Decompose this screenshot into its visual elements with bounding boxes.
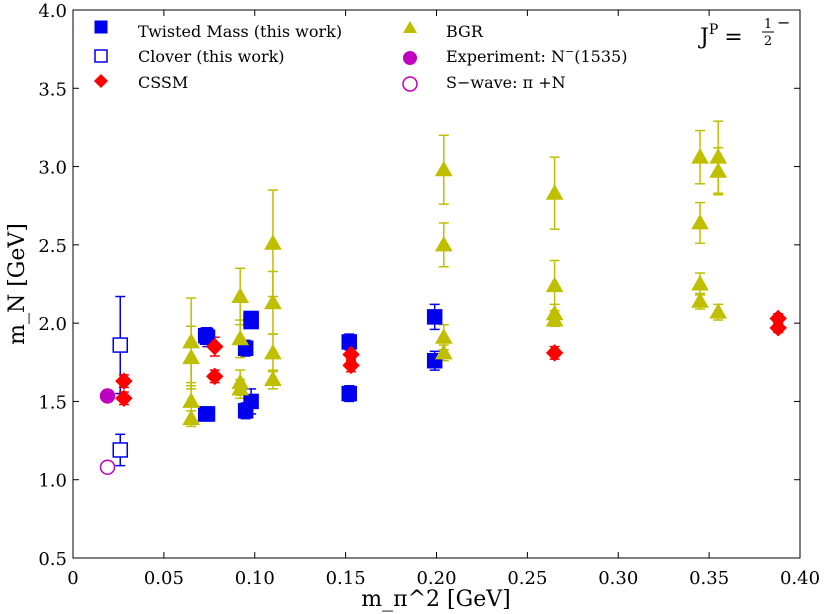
series-3-triangle-marker xyxy=(691,274,709,291)
series-3-triangle-marker xyxy=(434,235,453,252)
annotation-frac-num: 1 xyxy=(764,17,772,32)
x-tick-label: 0.20 xyxy=(416,568,456,589)
x-tick-label: 0.30 xyxy=(598,568,638,589)
y-axis-label-text: m_N [GeV] xyxy=(5,223,30,345)
series-0-square-marker xyxy=(341,334,358,350)
series-3-triangle-marker xyxy=(434,343,453,360)
legend-label-clover: Clover (this work) xyxy=(138,47,285,66)
series-3-triangle-marker xyxy=(545,276,564,293)
legend-label-cssm: CSSM xyxy=(138,73,188,92)
legend-label-s-wave: S−wave: π +N xyxy=(446,73,566,92)
series-3-triangle-marker xyxy=(709,162,728,178)
series-0-square-marker xyxy=(199,329,216,345)
series-2-diamond-marker xyxy=(206,337,224,356)
series-3-triangle-marker xyxy=(231,379,250,396)
series-3-triangle-marker xyxy=(231,329,250,346)
y-tick-label: 0.5 xyxy=(38,549,67,570)
annotation-jp: JP = xyxy=(698,22,743,50)
ticks-layer: 0 0.05 0.10 0.15 0.20 0.25 0.30 0.35 0.40 0.5 1.0 1… xyxy=(38,1,820,589)
series-2-diamond-marker xyxy=(115,389,133,408)
series-2-diamond-marker xyxy=(769,319,787,337)
x-axis-label: m_π^2 [GeV] xyxy=(361,587,510,612)
series-3-triangle-marker xyxy=(182,392,200,408)
series-1-square-marker xyxy=(112,442,129,458)
annotation-sign: − xyxy=(777,13,790,32)
legend-marker-experiment xyxy=(403,51,417,65)
series-0-square-marker xyxy=(426,309,443,325)
x-tick-label: 0.35 xyxy=(689,568,729,589)
series-3-triangle-marker xyxy=(709,303,728,319)
x-tick-label: 0.05 xyxy=(144,568,184,589)
series-0-square-marker xyxy=(199,406,216,422)
series-3-triangle-marker xyxy=(231,287,250,304)
series-3-triangle-marker xyxy=(545,311,564,327)
legend-label-experiment: Experiment: N−(1535) xyxy=(446,45,627,66)
y-tick-label: 1.0 xyxy=(38,471,67,492)
y-tick-label: 2.5 xyxy=(38,236,67,257)
series-3-triangle-marker xyxy=(264,234,282,250)
y-tick-label: 3.5 xyxy=(38,79,67,100)
series-3-triangle-marker xyxy=(182,348,200,365)
legend-marker-clover xyxy=(94,49,108,63)
series-3-triangle-marker xyxy=(434,328,453,344)
x-tick-label: 0.25 xyxy=(507,568,547,589)
x-tick-label: 0.15 xyxy=(326,568,366,589)
series-3-triangle-marker xyxy=(182,332,200,349)
series-3-triangle-marker xyxy=(434,160,453,177)
series-0-square-marker xyxy=(341,385,358,402)
legend-marker-s-wave xyxy=(402,76,418,92)
series-2-diamond-marker xyxy=(206,367,224,386)
series-3-triangle-marker xyxy=(264,370,282,387)
series-3-triangle-marker xyxy=(691,292,709,308)
legend-label-twisted-mass: Twisted Mass (this work) xyxy=(138,22,342,41)
series-2-diamond-marker xyxy=(545,344,564,362)
series-3-triangle-marker xyxy=(182,409,200,426)
quantum-number-annotation: JP = 1 2 − xyxy=(698,13,790,50)
markers-layer xyxy=(99,148,787,475)
series-2-diamond-marker xyxy=(342,356,360,375)
series-5-circle-marker xyxy=(99,459,116,475)
y-axis-label: m_N [GeV] xyxy=(5,223,30,345)
x-tick-label: 0 xyxy=(67,568,78,589)
x-tick-label: 0.10 xyxy=(235,568,275,589)
legend-marker-cssm xyxy=(94,74,108,88)
y-tick-label: 2.0 xyxy=(38,314,67,335)
series-4-circle-marker xyxy=(99,388,116,404)
series-3-triangle-marker xyxy=(691,148,709,164)
series-0-square-marker xyxy=(243,313,259,330)
series-3-triangle-marker xyxy=(691,213,709,230)
legend-marker-twisted-mass xyxy=(94,20,108,34)
series-0-square-marker xyxy=(243,393,259,410)
legend-label-bgr: BGR xyxy=(446,22,484,41)
y-tick-label: 3.0 xyxy=(38,158,67,179)
series-2-diamond-marker xyxy=(115,372,133,390)
x-tick-label: 0.40 xyxy=(780,568,820,589)
annotation-frac-den: 2 xyxy=(764,34,772,49)
series-3-triangle-marker xyxy=(264,293,282,310)
series-3-triangle-marker xyxy=(264,343,282,360)
y-tick-label: 4.0 xyxy=(38,1,67,22)
series-1-square-marker xyxy=(112,337,129,353)
series-3-triangle-marker xyxy=(709,148,728,164)
plot-frame xyxy=(72,9,801,559)
series-3-triangle-marker xyxy=(545,184,564,200)
y-tick-label: 1.5 xyxy=(38,392,67,413)
legend: Twisted Mass (this work) Clover (this wo… xyxy=(94,20,627,92)
legend-marker-bgr xyxy=(403,21,417,33)
